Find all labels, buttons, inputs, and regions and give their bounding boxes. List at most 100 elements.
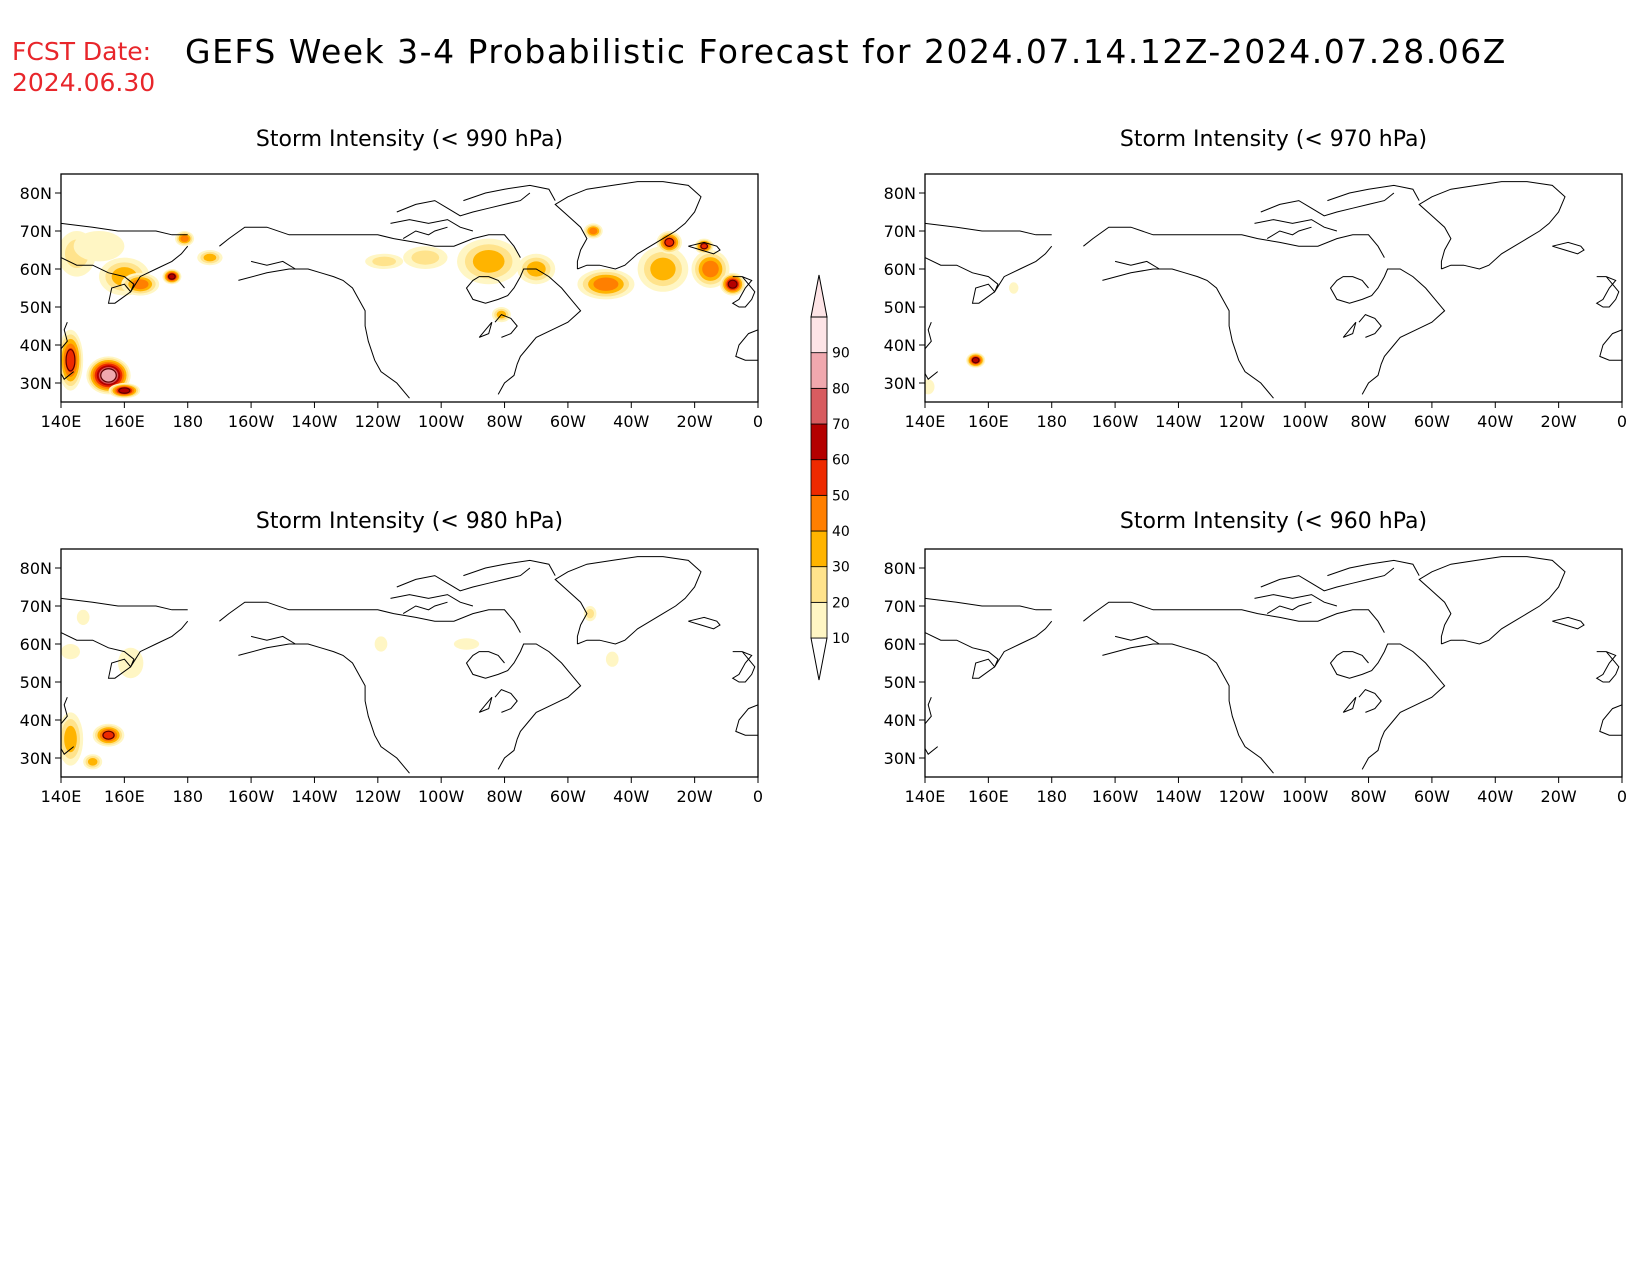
coastline [554,181,702,270]
coastline [1102,643,1274,774]
map-frame [60,173,759,403]
lat-tick-label: 30N [20,374,52,393]
lat-tick-label: 50N [884,673,916,692]
colorbar-swatch [810,566,828,603]
lon-tick-label: 0 [753,787,763,806]
coastline [1358,314,1382,338]
coastline [1114,260,1160,270]
probability-cell [411,250,440,265]
lat-tick-label: 70N [20,597,52,616]
probability-cell [203,253,217,262]
probability-cell [372,256,397,267]
coastline [688,616,721,630]
lat-tick-label: 50N [20,673,52,692]
probability-cell [100,368,117,382]
lat-tick-label: 60N [20,635,52,654]
lon-tick-label: 140E [905,787,946,806]
panel-title: Storm Intensity (< 980 hPa) [256,509,563,534]
lon-tick-label: 160W [228,787,275,806]
lon-tick-label: 160E [968,412,1009,431]
lat-tick-label: 60N [884,260,916,279]
coastline [390,594,474,607]
colorbar-label: 60 [832,453,850,469]
coastline [1260,567,1395,592]
lon-tick-label: 100W [1282,787,1329,806]
lat-tick-label: 40N [884,336,916,355]
coastlines [61,181,758,399]
coastline [1418,556,1566,645]
lon-tick-label: 0 [1617,787,1627,806]
coastline [1599,329,1622,361]
lon-tick-label: 160W [1092,412,1139,431]
lon-tick-label: 160E [968,787,1009,806]
coastline [925,222,1052,236]
coastline [1342,321,1357,338]
lon-tick-label: 100W [1282,412,1329,431]
map-frame [60,548,759,778]
coastline [1266,601,1312,615]
coastline [61,245,189,304]
coastline [238,268,410,399]
lon-tick-label: 140E [905,412,946,431]
panel-p960: Storm Intensity (< 960 hPa) 140E 160E 180 16… [884,509,1627,806]
lat-tick-label: 80N [20,559,52,578]
coastline [478,321,493,338]
coastline [463,184,556,202]
colorbar-min-arrow [810,637,828,681]
coastline [1114,635,1160,645]
coastline [238,643,410,774]
coastline [402,601,448,615]
lat-tick-label: 40N [20,711,52,730]
lat-tick-label: 80N [20,184,52,203]
lon-tick-label: 140E [41,412,82,431]
coastline [688,241,721,255]
panel-title: Storm Intensity (< 970 hPa) [1120,127,1427,152]
probability-cell [453,638,480,650]
lat-tick-label: 30N [884,749,916,768]
lon-tick-label: 20W [677,787,713,806]
map-frame [924,173,1623,403]
probability-cell [664,237,675,247]
coastline [61,597,188,611]
coastline [925,597,1052,611]
coastline [61,222,188,236]
lon-tick-label: 60W [1414,412,1450,431]
coastline [1083,601,1385,633]
probability-cell [650,257,676,281]
coastline [463,559,556,577]
colorbar-label: 20 [832,595,850,611]
coastline [250,260,296,270]
panel-p970: Storm Intensity (< 970 hPa) 140E 160E 180 16… [884,127,1627,431]
probability-cell [702,260,719,278]
contour-line [167,273,176,280]
coastlines [61,556,758,774]
coastline [1102,268,1274,399]
coastline [731,651,756,683]
contour-line [102,730,115,740]
probability-shading [925,282,1019,395]
colorbar-swatch [810,601,828,639]
lat-tick-label: 70N [884,222,916,241]
lon-tick-label: 20W [1541,412,1577,431]
main-title: GEFS Week 3-4 Probabilistic Forecast for… [185,32,1507,71]
coastline [1599,704,1622,736]
lon-tick-label: 60W [550,412,586,431]
lat-tick-label: 80N [884,184,916,203]
coastline [925,697,939,755]
lon-tick-label: 160E [104,787,145,806]
coastline [61,322,75,380]
lon-tick-label: 0 [753,412,763,431]
colorbar-label: 10 [832,631,850,647]
lat-tick-label: 80N [884,559,916,578]
coastline [925,322,939,380]
panel-title: Storm Intensity (< 960 hPa) [1120,509,1427,534]
colorbar-label: 70 [832,417,850,433]
colorbar-label: 50 [832,488,850,504]
coastline [1552,616,1585,630]
coastline [735,329,758,361]
lon-tick-label: 0 [1617,412,1627,431]
coastline [1083,226,1385,258]
panel-p980: Storm Intensity (< 980 hPa) 140E 160E 180 16… [20,509,763,806]
coastline [1552,241,1585,255]
coastline [396,567,531,592]
